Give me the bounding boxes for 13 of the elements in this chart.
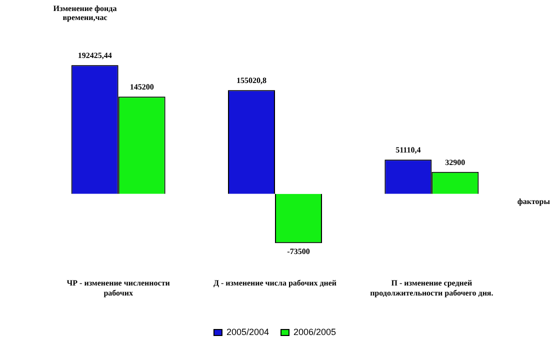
data-label: 32900 — [445, 158, 466, 167]
data-label: 51110,4 — [396, 146, 421, 155]
x-tick-label: П - изменение средней продолжительности рабочего дня. — [370, 278, 494, 298]
data-label: -73500 — [287, 247, 310, 256]
legend-label: 2005/2004 — [226, 326, 270, 337]
x-tick-label: ЧР - изменение численности рабочих — [66, 278, 170, 298]
text: Изменение фонда времени,час — [52, 4, 118, 22]
data-label: 192425,44 — [78, 51, 112, 60]
x-axis-title: факторы — [517, 196, 551, 206]
legend-label: 2006/2005 — [294, 326, 336, 337]
x-tick-label: Д - изменение числа рабочих дней — [213, 278, 337, 288]
data-label: 155020,8 — [236, 76, 266, 86]
data-label: 145200 — [130, 82, 154, 92]
